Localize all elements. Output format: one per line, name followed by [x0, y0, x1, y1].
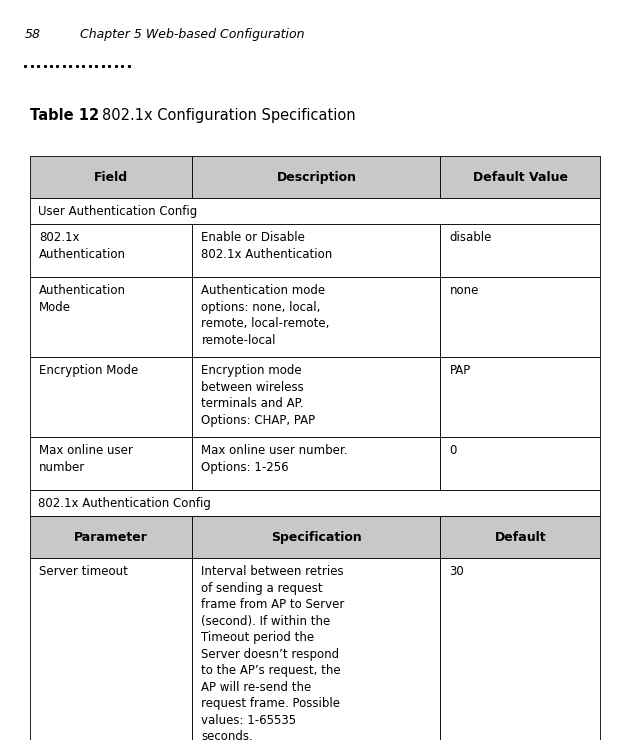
- Text: Chapter 5 Web-based Configuration: Chapter 5 Web-based Configuration: [80, 28, 304, 41]
- Bar: [30, 198, 600, 224]
- Bar: [192, 156, 440, 198]
- Bar: [440, 437, 600, 491]
- Text: Encryption Mode: Encryption Mode: [39, 364, 138, 377]
- Bar: [30, 559, 192, 740]
- Text: Max online user number.
Options: 1-256: Max online user number. Options: 1-256: [202, 444, 348, 474]
- Text: Enable or Disable
802.1x Authentication: Enable or Disable 802.1x Authentication: [202, 231, 333, 260]
- Text: Default: Default: [494, 531, 546, 544]
- Text: User Authentication Config: User Authentication Config: [38, 204, 197, 218]
- Bar: [192, 278, 440, 357]
- Text: Table 12: Table 12: [30, 108, 99, 123]
- Text: Interval between retries
of sending a request
frame from AP to Server
(second). : Interval between retries of sending a re…: [202, 565, 345, 740]
- Text: Authentication mode
options: none, local,
remote, local-remote,
remote-local: Authentication mode options: none, local…: [202, 284, 330, 347]
- Text: Field: Field: [94, 170, 128, 184]
- Bar: [440, 559, 600, 740]
- Bar: [192, 517, 440, 559]
- Text: 58: 58: [25, 28, 41, 41]
- Text: PAP: PAP: [450, 364, 471, 377]
- Text: none: none: [450, 284, 479, 297]
- Bar: [440, 517, 600, 559]
- Text: 802.1x
Authentication: 802.1x Authentication: [39, 231, 126, 260]
- Bar: [440, 224, 600, 278]
- Bar: [30, 278, 192, 357]
- Bar: [30, 517, 192, 559]
- Bar: [192, 559, 440, 740]
- Text: Specification: Specification: [271, 531, 362, 544]
- Text: Max online user
number: Max online user number: [39, 444, 133, 474]
- Text: 802.1x Configuration Specification: 802.1x Configuration Specification: [102, 108, 356, 123]
- Text: Encryption mode
between wireless
terminals and AP.
Options: CHAP, PAP: Encryption mode between wireless termina…: [202, 364, 316, 427]
- Text: 0: 0: [450, 444, 457, 457]
- Bar: [192, 357, 440, 437]
- Bar: [30, 357, 192, 437]
- Text: Parameter: Parameter: [74, 531, 148, 544]
- Text: 30: 30: [450, 565, 464, 579]
- Text: 802.1x Authentication Config: 802.1x Authentication Config: [38, 497, 211, 510]
- Bar: [192, 224, 440, 278]
- Text: disable: disable: [450, 231, 492, 244]
- Bar: [440, 278, 600, 357]
- Text: Description: Description: [277, 170, 356, 184]
- Bar: [30, 491, 600, 517]
- Text: Authentication
Mode: Authentication Mode: [39, 284, 126, 314]
- Bar: [30, 156, 192, 198]
- Bar: [30, 437, 192, 491]
- Bar: [440, 357, 600, 437]
- Text: Default Value: Default Value: [472, 170, 568, 184]
- Bar: [192, 437, 440, 491]
- Bar: [440, 156, 600, 198]
- Text: Server timeout: Server timeout: [39, 565, 128, 579]
- Bar: [30, 224, 192, 278]
